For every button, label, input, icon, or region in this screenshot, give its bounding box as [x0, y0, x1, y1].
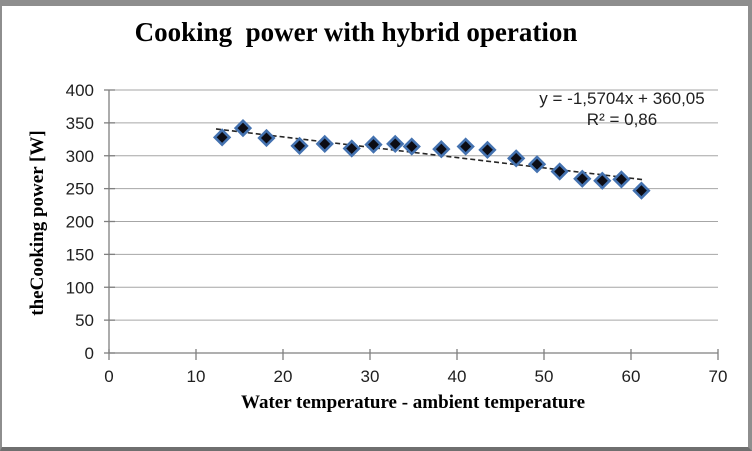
data-point-marker [507, 149, 526, 168]
data-point-marker [386, 134, 405, 154]
y-tick-label: 350 [66, 114, 94, 133]
data-point-marker [632, 181, 651, 200]
data-point-marker [233, 118, 253, 138]
y-tick-label: 200 [66, 213, 94, 232]
x-tick-label: 70 [709, 367, 728, 386]
x-tick-label: 30 [361, 367, 380, 386]
x-tick-label: 10 [187, 367, 206, 386]
chart-title: Cooking power with hybrid operation [134, 17, 578, 47]
data-point-marker [550, 162, 569, 181]
x-tick-label: 20 [274, 367, 293, 386]
x-tick-label: 60 [622, 367, 641, 386]
y-tick-label: 250 [66, 180, 94, 199]
y-tick-label: 150 [66, 245, 94, 264]
trendline [215, 128, 643, 181]
data-point-marker [612, 170, 631, 189]
x-tick-label: 0 [104, 367, 113, 386]
data-point-marker [257, 128, 276, 148]
y-tick-label: 0 [85, 344, 94, 363]
y-tick-label: 300 [66, 147, 94, 166]
data-point-marker [290, 136, 309, 156]
data-point-marker [315, 134, 334, 154]
data-point-marker [573, 169, 592, 188]
data-point-marker [342, 139, 361, 158]
data-point-marker [212, 128, 232, 147]
data-point-marker [364, 135, 383, 154]
data-point-marker [593, 171, 612, 190]
y-tick-label: 400 [66, 81, 94, 100]
data-point-marker [432, 140, 451, 159]
r-squared-text: R² = 0,86 [586, 110, 658, 129]
x-tick-label: 40 [448, 367, 467, 386]
x-axis-title: Water temperature - ambient temperature [240, 392, 586, 413]
x-tick-label: 50 [535, 367, 554, 386]
data-point-marker [478, 140, 497, 159]
data-point-marker [527, 155, 547, 174]
y-tick-label: 50 [75, 311, 94, 330]
data-point-marker [402, 137, 421, 156]
trendline-annotation: y = -1,5704x + 360,05 R² = 0,86 [472, 88, 752, 130]
data-point-marker [456, 137, 475, 156]
y-tick-label: 100 [66, 278, 94, 297]
trendline-equation-text: y = -1,5704x + 360,05 [539, 89, 705, 108]
